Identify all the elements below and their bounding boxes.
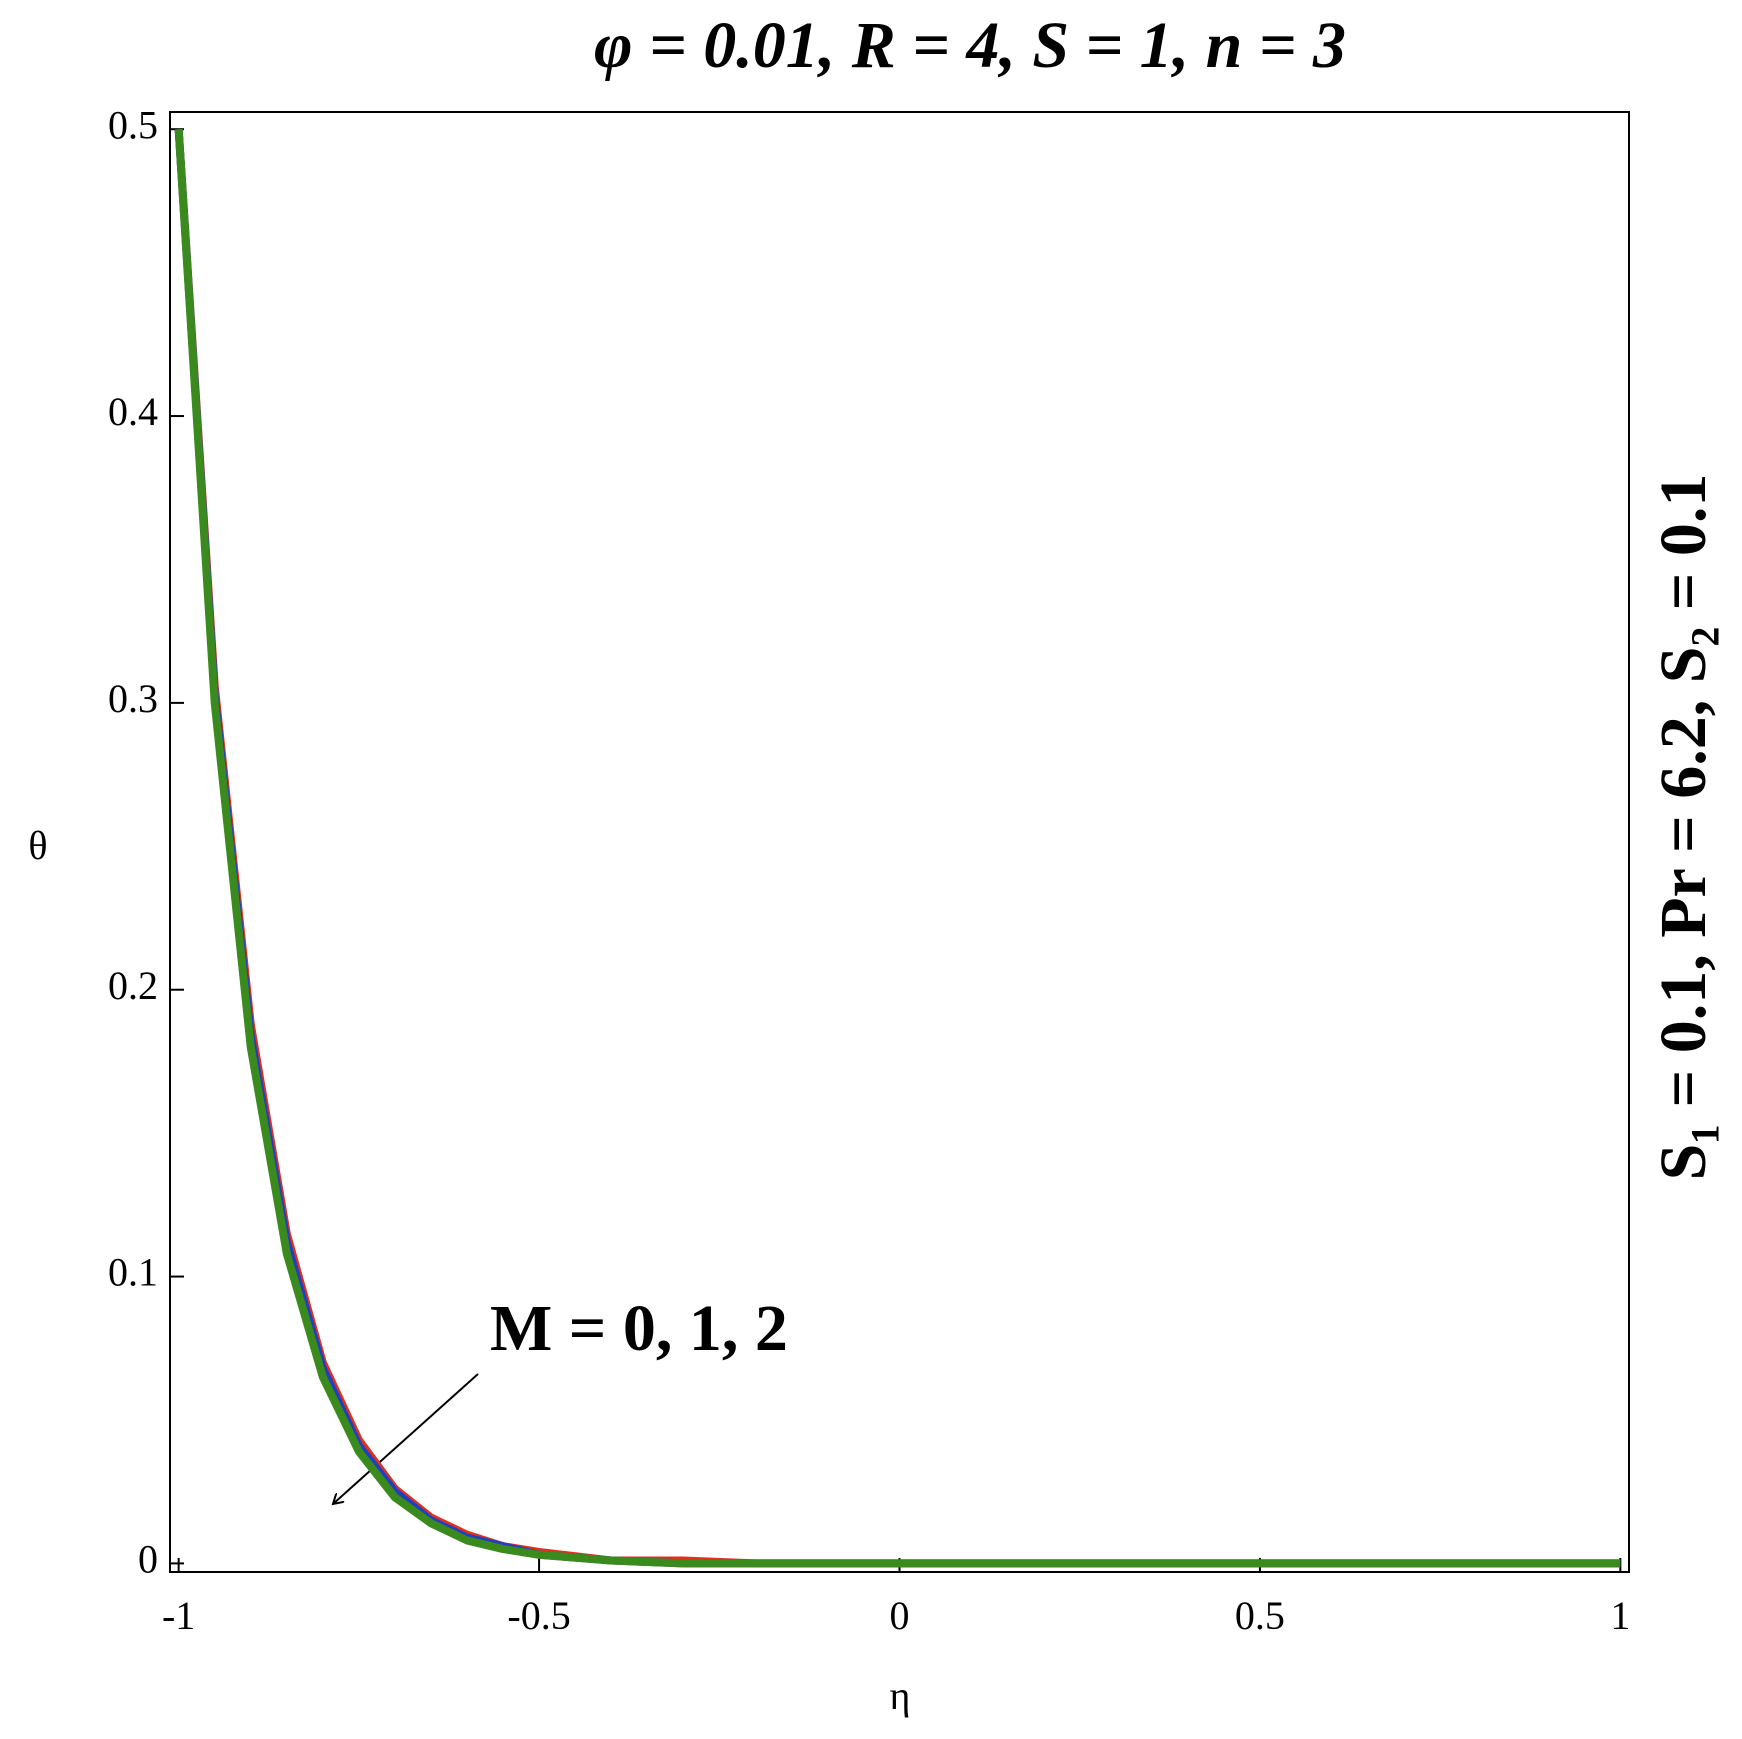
y-tick-label: 0.1 [108, 1250, 158, 1295]
x-tick-label: 1 [1610, 1593, 1630, 1638]
annotation: M = 0, 1, 2 [490, 1292, 788, 1365]
y-tick-label: 0.5 [108, 102, 158, 147]
plot-frame [169, 111, 1630, 1573]
chart-title: φ = 0.01, R = 4, S = 1, n = 3 [594, 9, 1346, 82]
x-tick-label: -0.5 [507, 1593, 570, 1638]
side-title: S₁ = 0.1, Pr = 6.2, S₂ = 0.1 [1647, 474, 1720, 1181]
y-tick-label: 0.2 [108, 963, 158, 1008]
y-tick-label: 0.4 [108, 389, 158, 434]
annotation-arrow [333, 1373, 479, 1504]
y-tick-label: 0.3 [108, 676, 158, 721]
series-line [174, 128, 1621, 1568]
series-line [174, 128, 1621, 1568]
y-tick-label: 0 [138, 1537, 158, 1582]
x-tick-label: 0 [890, 1593, 910, 1638]
x-axis-label: η [890, 1673, 911, 1718]
x-tick-label: -1 [162, 1593, 195, 1638]
x-tick-label: 0.5 [1235, 1593, 1285, 1638]
y-axis-label: θ [28, 823, 47, 868]
series-line [174, 128, 1621, 1568]
